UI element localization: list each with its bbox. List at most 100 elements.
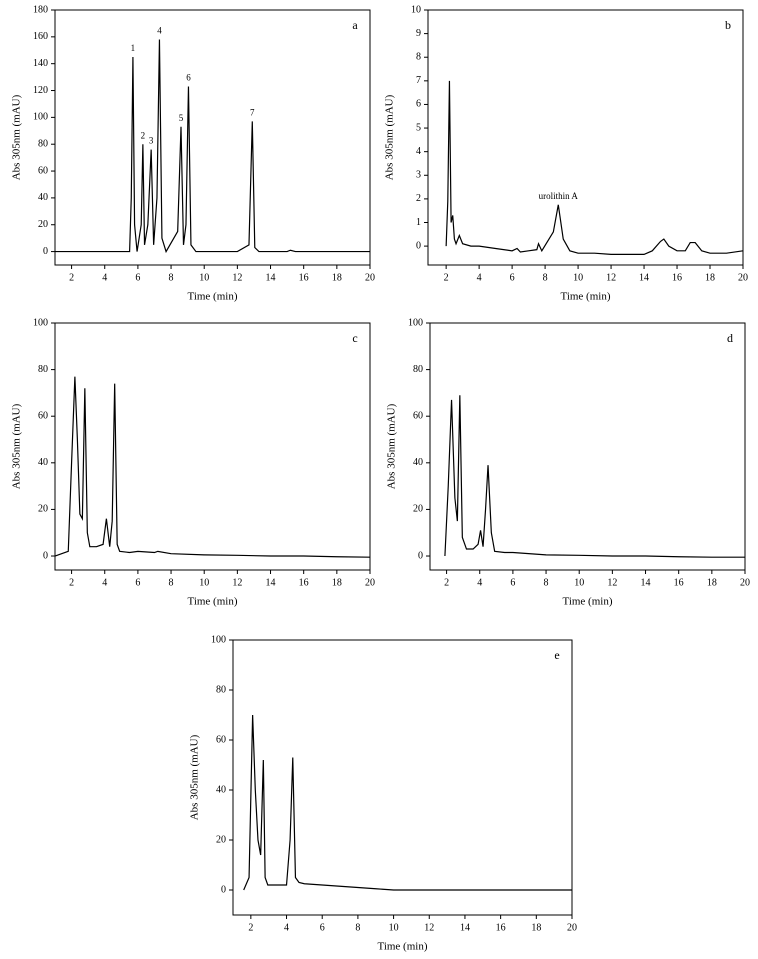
y-tick-label: 0 <box>221 884 226 895</box>
y-tick-label: 40 <box>216 784 226 795</box>
x-tick-label: 20 <box>740 577 750 588</box>
x-tick-label: 20 <box>365 272 375 283</box>
x-tick-label: 14 <box>266 272 276 283</box>
x-tick-label: 14 <box>266 577 276 588</box>
y-tick-label: 4 <box>416 146 421 157</box>
y-tick-label: 1 <box>416 217 421 228</box>
x-tick-label: 20 <box>365 577 375 588</box>
panel-label: c <box>352 331 357 345</box>
y-tick-label: 6 <box>416 99 421 110</box>
x-tick-label: 12 <box>606 272 616 283</box>
y-tick-label: 120 <box>33 85 48 96</box>
x-tick-label: 2 <box>69 272 74 283</box>
y-axis-label: Abs 305nm (mAU) <box>11 403 23 489</box>
x-axis-label: Time (min) <box>377 941 427 953</box>
panel: 2 4 6 8 10 12 14 16 18 20 0 20 40 60 80 100 Time (min) Ab… <box>11 317 375 607</box>
peak-annotation: 4 <box>157 26 162 36</box>
y-tick-label: 10 <box>411 4 421 15</box>
peak-annotation: 5 <box>179 113 184 123</box>
x-tick-label: 8 <box>543 272 548 283</box>
panel-label: a <box>352 18 358 32</box>
x-tick-label: 8 <box>355 922 360 933</box>
y-tick-label: 0 <box>416 240 421 251</box>
y-tick-label: 80 <box>38 139 48 150</box>
panel-label: e <box>554 648 559 662</box>
x-tick-label: 6 <box>510 272 515 283</box>
y-tick-label: 40 <box>38 192 48 203</box>
x-tick-label: 6 <box>510 577 515 588</box>
x-tick-label: 18 <box>332 272 342 283</box>
peak-annotation: 7 <box>250 107 255 117</box>
x-tick-label: 2 <box>444 577 449 588</box>
x-tick-label: 10 <box>389 922 399 933</box>
x-tick-label: 18 <box>332 577 342 588</box>
y-axis-label: Abs 305nm (mAU) <box>189 734 201 820</box>
trace <box>54 376 371 558</box>
x-tick-label: 20 <box>738 272 748 283</box>
x-tick-label: 18 <box>531 922 541 933</box>
y-tick-label: 180 <box>33 4 48 15</box>
y-tick-label: 20 <box>38 219 48 230</box>
x-tick-label: 6 <box>135 272 140 283</box>
y-tick-label: 80 <box>216 684 226 695</box>
x-tick-label: 18 <box>707 577 717 588</box>
x-tick-label: 10 <box>573 272 583 283</box>
plot-frame <box>429 322 746 571</box>
y-tick-label: 0 <box>418 550 423 561</box>
x-tick-label: 2 <box>444 272 449 283</box>
x-tick-label: 10 <box>199 272 209 283</box>
x-axis-label: Time (min) <box>187 291 237 303</box>
y-tick-label: 60 <box>38 165 48 176</box>
y-tick-label: 100 <box>408 317 423 328</box>
x-tick-label: 6 <box>320 922 325 933</box>
x-tick-label: 18 <box>705 272 715 283</box>
plot-frame <box>54 9 371 266</box>
plot-frame <box>427 9 744 266</box>
peak-annotation: 2 <box>141 130 146 140</box>
panel: 2 4 6 8 10 12 14 16 18 20 0 20 40 60 80 100 Time (min) Ab… <box>386 317 750 607</box>
x-tick-label: 16 <box>299 272 309 283</box>
peak-annotation: urolithin A <box>539 191 579 201</box>
x-tick-label: 10 <box>574 577 584 588</box>
x-tick-label: 20 <box>567 922 577 933</box>
y-tick-label: 8 <box>416 52 421 63</box>
y-axis-label: Abs 305nm (mAU) <box>11 94 23 180</box>
panel-label: b <box>725 18 731 32</box>
y-tick-label: 60 <box>216 734 226 745</box>
trace <box>243 714 572 891</box>
y-tick-label: 100 <box>33 317 48 328</box>
x-tick-label: 4 <box>477 577 482 588</box>
panel-label: d <box>727 331 733 345</box>
x-tick-label: 16 <box>674 577 684 588</box>
x-tick-label: 8 <box>169 577 174 588</box>
y-tick-label: 80 <box>38 364 48 375</box>
y-tick-label: 40 <box>413 457 423 468</box>
y-tick-label: 7 <box>416 75 421 86</box>
x-tick-label: 12 <box>232 577 242 588</box>
panel: 2 4 6 8 10 12 14 16 18 20 0 20 40 60 80 100 Time (min) Ab… <box>189 634 577 952</box>
x-tick-label: 4 <box>477 272 482 283</box>
y-tick-label: 100 <box>33 112 48 123</box>
x-tick-label: 16 <box>672 272 682 283</box>
x-tick-label: 4 <box>102 272 107 283</box>
x-tick-label: 14 <box>641 577 651 588</box>
y-tick-label: 100 <box>211 634 226 645</box>
peak-annotation: 1 <box>131 43 136 53</box>
y-tick-label: 3 <box>416 170 421 181</box>
y-tick-label: 40 <box>38 457 48 468</box>
plot-frame <box>54 322 371 571</box>
plot-frame <box>232 639 573 916</box>
x-tick-label: 2 <box>248 922 253 933</box>
x-axis-label: Time (min) <box>187 596 237 608</box>
x-axis-label: Time (min) <box>562 596 612 608</box>
y-tick-label: 140 <box>33 58 48 69</box>
panel: 2 4 6 8 10 12 14 16 18 20020406080100120140160180… <box>11 4 375 302</box>
x-tick-label: 4 <box>284 922 289 933</box>
y-tick-label: 60 <box>38 411 48 422</box>
x-tick-label: 2 <box>69 577 74 588</box>
y-tick-label: 0 <box>43 246 48 257</box>
trace <box>445 80 744 255</box>
y-tick-label: 9 <box>416 28 421 39</box>
